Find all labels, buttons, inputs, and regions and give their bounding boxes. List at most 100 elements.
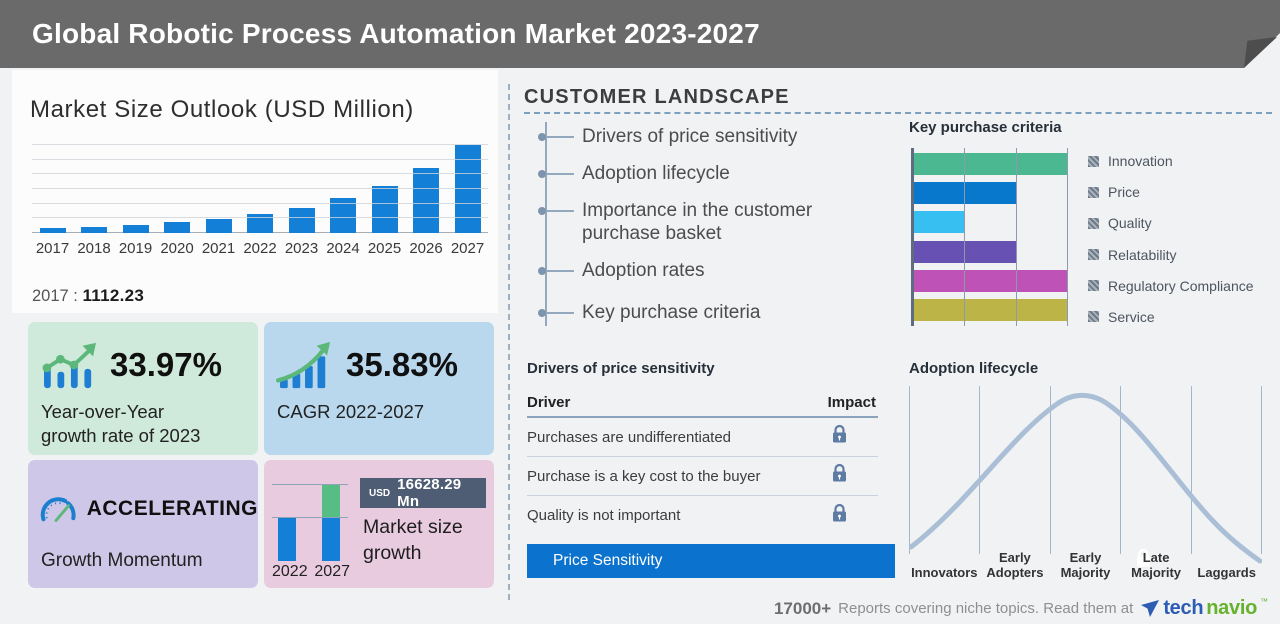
- bar-cell: [74, 145, 115, 233]
- market-size-callout: 2017 : 1112.23: [32, 286, 145, 305]
- driver-row: Quality is not important: [527, 496, 878, 535]
- legend-swatch-icon: [1088, 186, 1099, 198]
- x-tick-2019: 2019: [118, 240, 153, 257]
- technavio-logo[interactable]: tech navio ™: [1140, 597, 1268, 620]
- lock-icon: [831, 424, 848, 450]
- bullet-dot-icon: [538, 170, 546, 178]
- stage-label-text: Innovators: [911, 565, 978, 581]
- bar-2023: [288, 208, 315, 233]
- landscape-item-label: Drivers of price sensitivity: [582, 126, 798, 147]
- growth-momentum-card: ACCELERATING Growth Momentum: [28, 460, 258, 588]
- driver-label: Quality is not important: [527, 507, 681, 524]
- footer: 17000+ Reports covering niche topics. Re…: [774, 597, 1268, 620]
- legend-item: Relatability: [1088, 247, 1280, 263]
- bar-cell: [198, 145, 239, 233]
- mini-chart-years: 2022 2027: [272, 563, 350, 580]
- x-tick-2024: 2024: [326, 240, 360, 257]
- stage-gridline: [1191, 386, 1192, 554]
- connector-line: [546, 210, 574, 212]
- growth-card-label: Market size growth: [363, 516, 463, 565]
- legend-swatch-icon: [1088, 249, 1099, 261]
- gridline: [32, 159, 488, 160]
- x-tick-2021: 2021: [201, 240, 236, 257]
- kpc-bar-quality: [914, 211, 966, 234]
- bar-cell: [281, 145, 322, 233]
- legend-item: Service: [1088, 309, 1280, 325]
- kpc-bar-service: [914, 298, 1068, 321]
- landscape-item: Adoption lifecycle: [538, 163, 730, 186]
- mini-chart-topline: [272, 484, 348, 485]
- bar-2026: [413, 168, 439, 233]
- bar-cell: [32, 145, 73, 233]
- stage-label: Early Adopters: [980, 543, 1051, 581]
- lock-icon: [831, 463, 848, 489]
- connector-line: [546, 173, 574, 175]
- badge-currency: USD: [369, 487, 391, 499]
- price-sensitivity-table-header: Driver Impact: [527, 394, 878, 412]
- market-size-x-axis: 2017 2018 2019 2020 2021 2022 2023 2024 2025 2026…: [32, 240, 488, 257]
- bullet-dot-icon: [538, 309, 546, 317]
- gridline: [32, 188, 488, 189]
- landscape-item-label: Adoption rates: [582, 260, 705, 281]
- connector-line: [546, 312, 574, 314]
- mini-bar-2027-growth: [322, 484, 340, 517]
- landscape-item: Drivers of price sensitivity: [538, 126, 797, 149]
- bar-2022: [247, 214, 273, 233]
- stage-label-text: Early Adopters: [986, 550, 1044, 581]
- gridline: [32, 173, 488, 174]
- stage-gridline: [1050, 386, 1051, 554]
- x-tick-2023: 2023: [284, 240, 319, 257]
- stage-gridline: [1120, 386, 1121, 554]
- footer-text: Reports covering niche topics. Read them…: [838, 600, 1134, 617]
- x-tick-2025: 2025: [367, 240, 402, 257]
- driver-column-header: Driver: [527, 394, 571, 411]
- legend-swatch-icon: [1088, 280, 1099, 292]
- stage-label: Innovators: [909, 543, 980, 581]
- driver-row: Purchases are undifferentiated: [527, 418, 878, 457]
- bar-2021: [205, 219, 232, 233]
- legend-label: Regulatory Compliance: [1108, 277, 1254, 294]
- adoption-lifecycle-stage-labels: Innovators Early Adopters Early Majority La…: [909, 543, 1262, 581]
- bar-2020: [164, 222, 190, 233]
- yoy-growth-label: Year-over-Year growth rate of 2023: [41, 401, 201, 447]
- bar-2017: [39, 228, 66, 233]
- cagr-value: 35.83%: [346, 346, 458, 383]
- kpc-bar-innovation: [914, 153, 1068, 175]
- gridline: [32, 144, 488, 145]
- legend-label: Innovation: [1108, 153, 1173, 169]
- stage-label: Laggards: [1191, 543, 1262, 581]
- bar-cell: [406, 145, 447, 233]
- bar-cell: [157, 145, 198, 233]
- growth-arrow-icon: [276, 341, 331, 389]
- report-count: 17000+: [773, 598, 832, 618]
- legend-item: Innovation: [1088, 153, 1280, 169]
- callout-value: 1112.23: [82, 286, 145, 305]
- driver-row: Purchase is a key cost to the buyer: [527, 457, 878, 496]
- mini-growth-chart-icon: 2022 2027: [264, 460, 364, 588]
- gridline: [32, 217, 488, 218]
- mini-chart-midline: [272, 517, 348, 518]
- landscape-item: Key purchase criteria: [538, 302, 760, 325]
- vertical-gridline: [1015, 148, 1017, 326]
- landscape-item: Adoption rates: [538, 260, 705, 283]
- technavio-arrow-icon: [1141, 599, 1160, 617]
- connector-line: [546, 136, 574, 138]
- vertical-gridline: [1067, 148, 1068, 326]
- bullet-dot-icon: [538, 267, 546, 275]
- momentum-label: Growth Momentum: [41, 550, 203, 571]
- bar-cell: [240, 145, 281, 233]
- x-tick-2017: 2017: [35, 240, 70, 257]
- landscape-item-label: Importance in the customer purchase bask…: [582, 200, 813, 244]
- driver-label: Purchases are undifferentiated: [527, 428, 732, 446]
- legend-label: Quality: [1108, 215, 1152, 232]
- yoy-growth-value: 33.97%: [110, 346, 222, 383]
- connector-line: [546, 270, 574, 272]
- speedometer-icon: [40, 497, 76, 522]
- legend-label: Relatability: [1108, 246, 1177, 263]
- momentum-value: ACCELERATING: [86, 497, 258, 520]
- stage-label: Late Majority: [1121, 543, 1192, 581]
- landscape-item: Importance in the customer purchase bask…: [538, 200, 839, 246]
- bar-cell: [364, 145, 405, 233]
- mini-bar-2022: [278, 517, 296, 561]
- landscape-item-label: Adoption lifecycle: [582, 163, 730, 184]
